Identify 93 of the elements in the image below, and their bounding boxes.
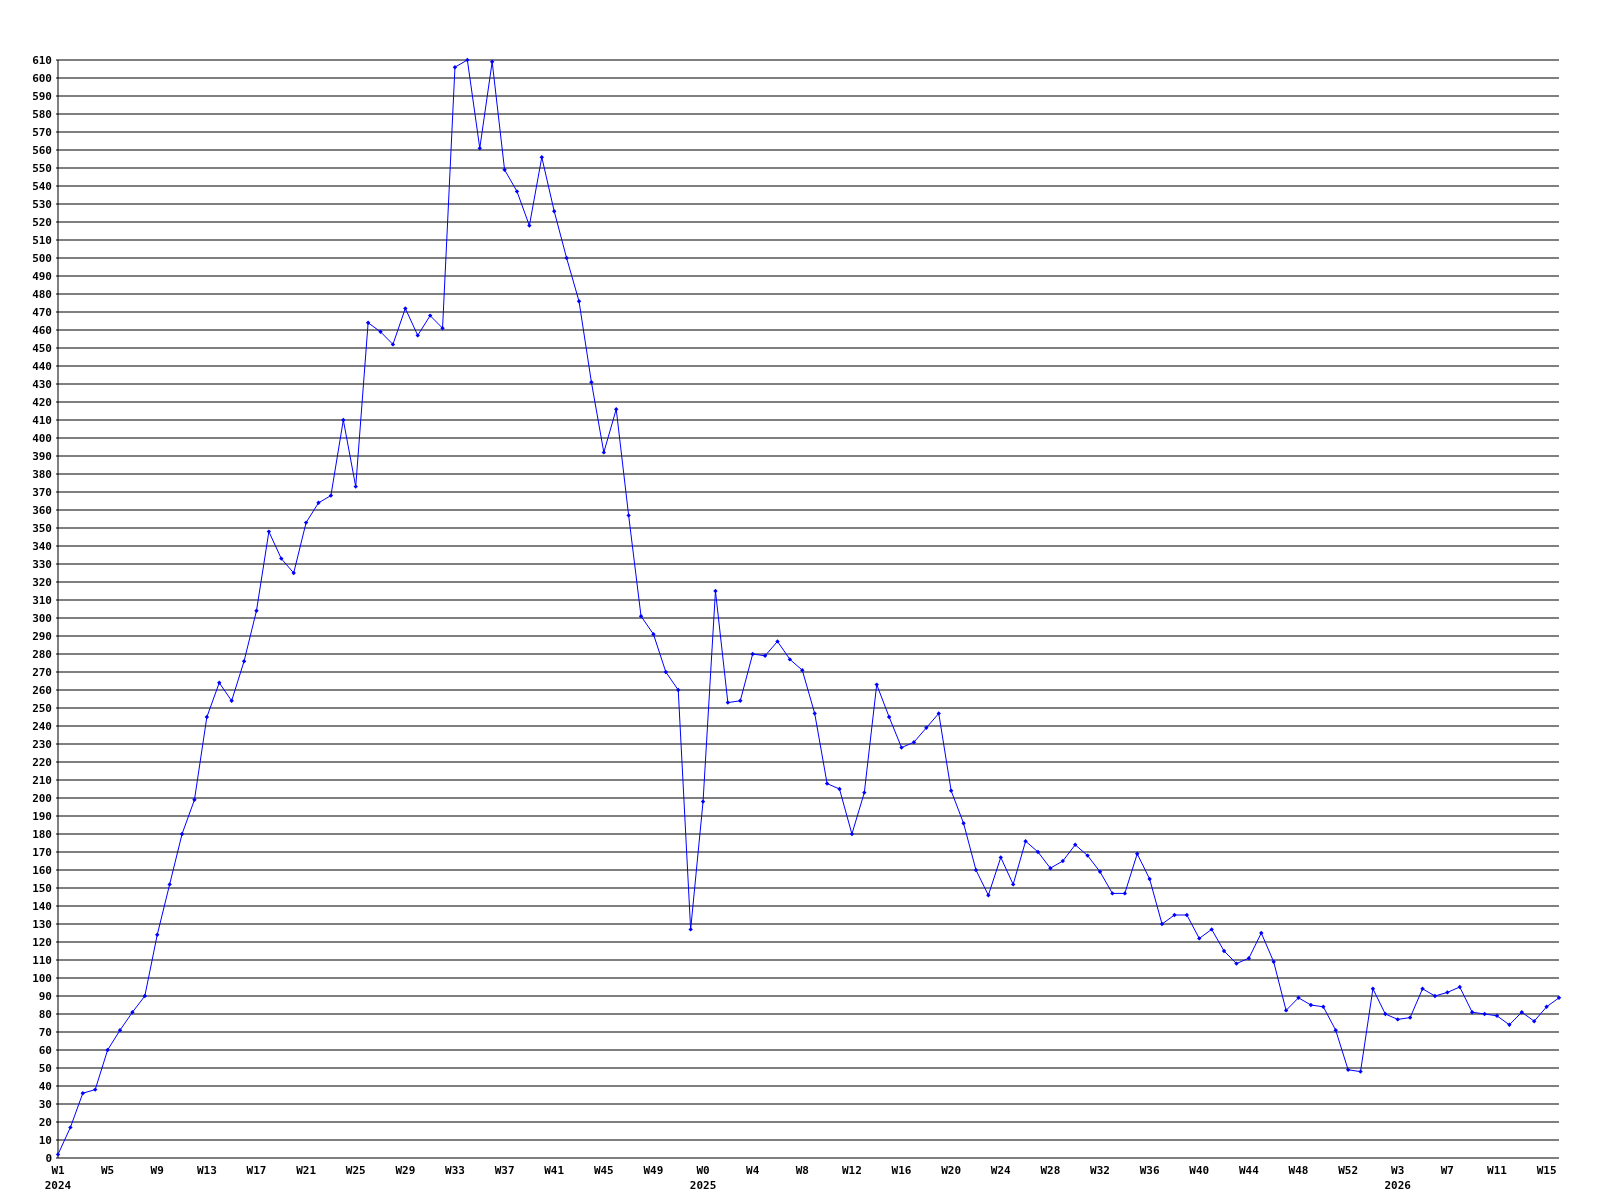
x-tick-label: W29 [395, 1164, 416, 1177]
y-tick-label: 390 [32, 449, 52, 463]
y-tick-label: 190 [32, 809, 52, 823]
y-tick-label: 180 [32, 827, 52, 841]
y-tick-label: 300 [32, 611, 52, 625]
y-tick-label: 490 [32, 269, 52, 283]
y-tick-label: 340 [32, 539, 52, 553]
y-tick-label: 240 [32, 719, 52, 733]
y-tick-label: 440 [32, 359, 52, 373]
x-tick-label: W32 [1090, 1164, 1110, 1177]
x-tick-label: W44 [1238, 1164, 1260, 1177]
y-tick-label: 280 [32, 647, 52, 661]
x-tick-label: W15 [1536, 1164, 1557, 1177]
x-tick-label: W3 2026 [1384, 1164, 1412, 1192]
x-tick-label: W8 [795, 1164, 809, 1177]
y-tick-label: 80 [38, 1007, 52, 1021]
x-tick-label: W0 2025 [689, 1164, 717, 1192]
y-tick-label: 250 [32, 701, 52, 715]
y-tick-label: 150 [32, 881, 52, 895]
y-tick-label: 320 [32, 575, 52, 589]
y-tick-label: 450 [32, 341, 52, 355]
x-tick-label: W28 [1040, 1164, 1061, 1177]
y-tick-label: 470 [32, 305, 52, 319]
y-tick-label: 270 [32, 665, 52, 679]
x-tick-label: W11 [1487, 1164, 1508, 1177]
x-tick-label: W16 [891, 1164, 912, 1177]
y-tick-label: 610 [32, 53, 52, 67]
y-tick-label: 160 [32, 863, 52, 877]
y-tick-label: 260 [32, 683, 52, 697]
y-tick-label: 130 [32, 917, 52, 931]
y-tick-label: 420 [32, 395, 52, 409]
y-tick-label: 380 [32, 467, 52, 481]
y-tick-label: 500 [32, 251, 52, 265]
y-tick-label: 530 [32, 197, 52, 211]
y-tick-label: 570 [32, 125, 52, 139]
x-tick-label: W24 [990, 1164, 1012, 1177]
x-tick-label: W5 [100, 1164, 115, 1177]
y-tick-label: 90 [38, 989, 52, 1003]
x-tick-label: W41 [544, 1164, 565, 1177]
x-tick-label: W36 [1139, 1164, 1160, 1177]
y-tick-label: 410 [32, 413, 52, 427]
x-tick-label: W48 [1288, 1164, 1309, 1177]
x-tick-label: W25 [345, 1164, 366, 1177]
x-tick-label: W21 [296, 1164, 317, 1177]
x-tick-label: W40 [1189, 1164, 1210, 1177]
y-tick-label: 370 [32, 485, 52, 499]
y-tick-label: 400 [32, 431, 52, 445]
x-tick-label: W37 [494, 1164, 515, 1177]
y-tick-label: 70 [38, 1025, 52, 1039]
x-tick-label: W33 [445, 1164, 465, 1177]
y-tick-label: 230 [32, 737, 52, 751]
y-tick-label: 0 [45, 1151, 52, 1165]
x-tick-label: W49 [643, 1164, 664, 1177]
x-tick-label: W9 [150, 1164, 164, 1177]
y-tick-label: 290 [32, 629, 52, 643]
y-tick-label: 430 [32, 377, 52, 391]
y-tick-label: 20 [38, 1115, 52, 1129]
x-tick-label: W7 [1440, 1164, 1454, 1177]
x-tick-label: W20 [941, 1164, 962, 1177]
x-tick-label: W13 [196, 1164, 217, 1177]
y-tick-label: 540 [32, 179, 52, 193]
y-tick-label: 330 [32, 557, 52, 571]
y-tick-label: 600 [32, 71, 52, 85]
y-tick-label: 550 [32, 161, 52, 175]
y-tick-label: 350 [32, 521, 52, 535]
y-tick-label: 460 [32, 323, 52, 337]
y-tick-label: 220 [32, 755, 52, 769]
x-tick-label: W17 [246, 1164, 267, 1177]
y-tick-label: 360 [32, 503, 52, 517]
x-tick-label: W45 [593, 1164, 614, 1177]
y-tick-label: 10 [38, 1133, 52, 1147]
y-tick-label: 140 [32, 899, 52, 913]
y-tick-label: 480 [32, 287, 52, 301]
x-tick-label: W12 [841, 1164, 862, 1177]
y-tick-label: 170 [32, 845, 52, 859]
x-tick-label: W1 2024 [44, 1164, 72, 1192]
y-tick-label: 520 [32, 215, 52, 229]
y-tick-label: 30 [38, 1097, 52, 1111]
y-tick-label: 50 [38, 1061, 52, 1075]
y-tick-label: 110 [32, 953, 52, 967]
y-tick-label: 40 [38, 1079, 52, 1093]
y-tick-label: 200 [32, 791, 52, 805]
y-tick-label: 100 [32, 971, 52, 985]
y-tick-label: 310 [32, 593, 52, 607]
x-tick-label: W52 [1338, 1164, 1359, 1177]
y-tick-label: 580 [32, 107, 52, 121]
y-tick-label: 120 [32, 935, 52, 949]
y-tick-label: 60 [38, 1043, 52, 1057]
y-tick-label: 510 [32, 233, 52, 247]
x-tick-label: W4 [746, 1164, 760, 1177]
y-tick-label: 590 [32, 89, 52, 103]
y-tick-label: 560 [32, 143, 52, 157]
y-tick-label: 210 [32, 773, 52, 787]
